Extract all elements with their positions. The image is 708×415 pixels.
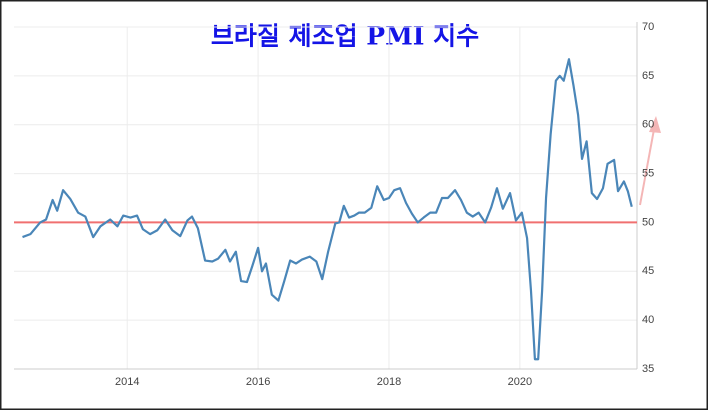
y-tick-label: 50 [642, 216, 654, 228]
chart-title: 브라질 제조업 PMI 지수 [211, 22, 479, 51]
trend-arrow [639, 123, 656, 206]
y-tick-label: 65 [642, 70, 654, 82]
y-tick-label: 35 [642, 363, 654, 375]
x-tick-label: 2014 [115, 376, 139, 388]
line [22, 58, 633, 361]
y-tick-label: 60 [642, 119, 654, 131]
x-tick-label: 2020 [508, 376, 532, 388]
x-tick-label: 2016 [246, 376, 270, 388]
y-tick-label: 45 [642, 265, 654, 277]
y-tick-label: 55 [642, 167, 654, 179]
y-tick-label: 40 [642, 314, 654, 326]
x-tick-label: 2018 [377, 376, 401, 388]
y-tick-label: 70 [642, 21, 654, 33]
trend-arrow-head [649, 116, 661, 133]
